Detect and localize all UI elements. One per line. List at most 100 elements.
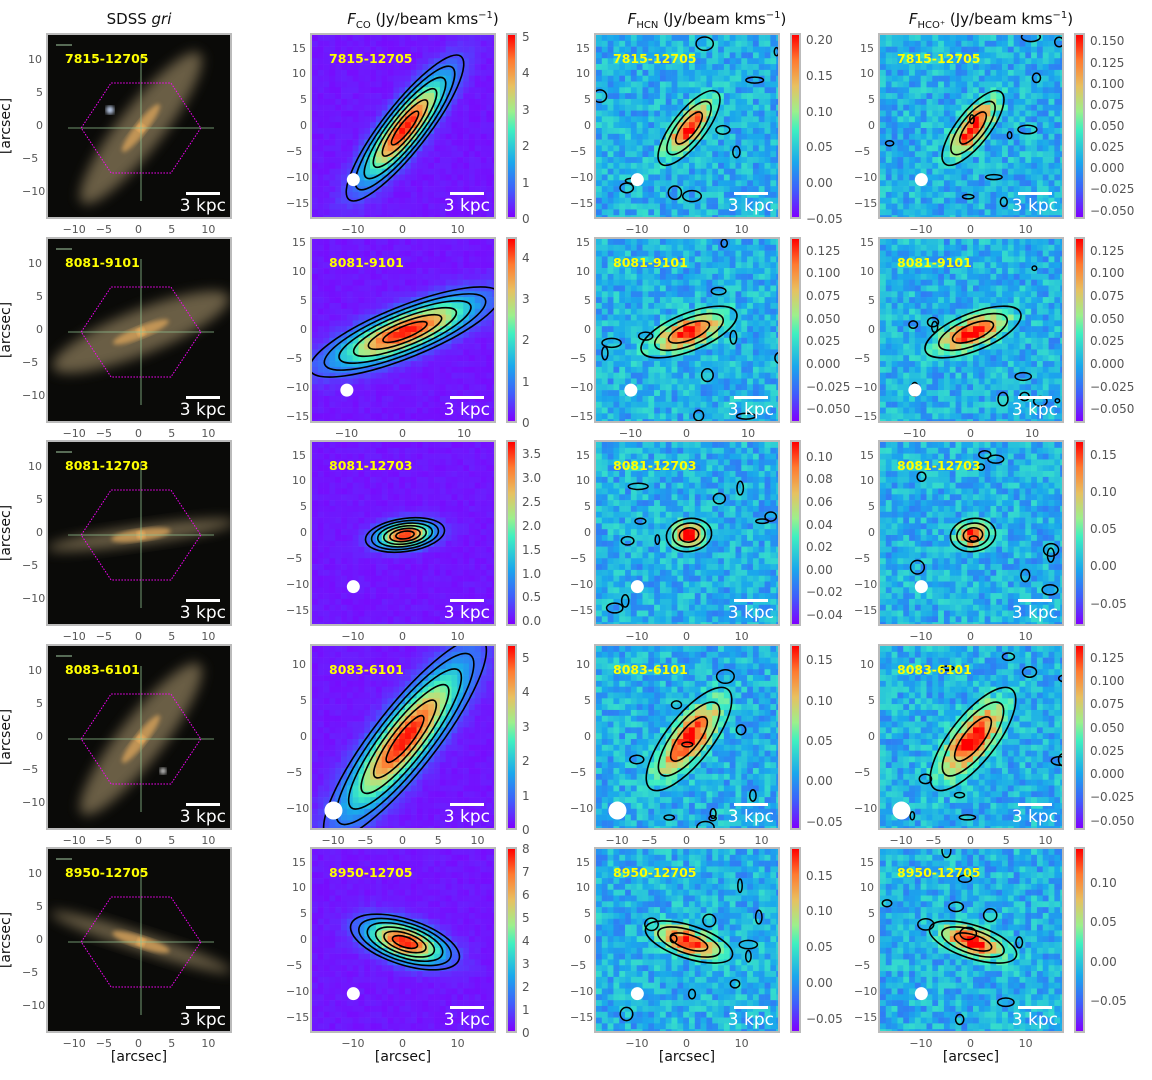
- contours: [941, 89, 1005, 167]
- map-pixel: [1013, 191, 1020, 199]
- map-pixel: [1048, 145, 1055, 152]
- map-pixel: [694, 40, 701, 47]
- map-pixel: [387, 419, 394, 421]
- contour-line: [363, 76, 447, 180]
- map-pixel: [700, 209, 707, 216]
- map-pixel: [405, 320, 412, 327]
- map-pixel: [457, 378, 464, 385]
- map-pixel: [619, 75, 626, 82]
- colorbar-tick-label: 0: [522, 416, 530, 430]
- map-pixel: [492, 250, 494, 257]
- map-pixel: [387, 390, 394, 397]
- map-pixel: [659, 81, 667, 88]
- map-pixel: [601, 244, 608, 251]
- map-pixel: [445, 116, 452, 123]
- map-pixel: [984, 116, 991, 123]
- map-pixel: [486, 320, 493, 327]
- map-pixel: [405, 116, 412, 123]
- map-pixel: [752, 151, 760, 158]
- map-pixel: [346, 349, 353, 356]
- hcop-map-panel: 7815-12705 3 kpc: [878, 33, 1064, 219]
- map-pixel: [399, 239, 406, 246]
- map-pixel: [434, 209, 441, 216]
- map-pixel: [903, 52, 910, 59]
- map-pixel: [457, 186, 464, 193]
- map-pixel: [486, 413, 493, 420]
- map-pixel: [694, 128, 701, 135]
- map-pixel: [920, 215, 927, 217]
- map-pixel: [1019, 203, 1026, 210]
- map-pixel: [341, 291, 348, 298]
- map-pixel: [723, 122, 730, 129]
- map-pixel: [312, 168, 319, 175]
- map-pixel: [880, 75, 887, 82]
- map-pixel: [718, 262, 725, 269]
- map-pixel: [914, 64, 921, 71]
- map-pixel: [706, 349, 713, 356]
- map-pixel: [938, 46, 945, 53]
- map-pixel: [932, 104, 939, 111]
- map-pixel: [439, 366, 446, 373]
- map-pixel: [630, 314, 637, 321]
- map-pixel: [393, 279, 400, 286]
- map-pixel: [984, 191, 991, 199]
- map-pixel: [329, 81, 336, 88]
- map-pixel: [706, 239, 713, 246]
- map-pixel: [474, 273, 481, 280]
- map-pixel: [323, 407, 330, 414]
- map-pixel: [880, 157, 887, 164]
- map-pixel: [451, 110, 458, 117]
- map-pixel: [932, 46, 939, 53]
- map-pixel: [451, 361, 458, 368]
- map-pixel: [329, 203, 336, 210]
- map-pixel: [387, 110, 394, 117]
- map-pixel: [457, 35, 464, 42]
- map-pixel: [486, 122, 493, 129]
- map-pixel: [741, 75, 748, 82]
- map-pixel: [346, 98, 353, 106]
- map-pixel: [428, 174, 435, 181]
- map-pixel: [747, 52, 754, 59]
- map-pixel: [341, 395, 348, 403]
- map-pixel: [492, 343, 494, 350]
- map-pixel: [747, 186, 754, 193]
- map-pixel: [700, 35, 707, 42]
- map-pixel: [364, 191, 371, 199]
- map-pixel: [741, 104, 748, 111]
- map-pixel: [683, 157, 690, 164]
- map-pixel: [451, 64, 458, 71]
- map-pixel: [764, 162, 771, 169]
- map-pixel: [381, 256, 388, 263]
- map-pixel: [665, 366, 672, 373]
- map-pixel: [1002, 98, 1009, 106]
- map-pixel: [636, 419, 643, 421]
- map-pixel: [706, 209, 713, 216]
- map-pixel: [694, 355, 701, 362]
- map-pixel: [978, 58, 985, 65]
- map-pixel: [961, 69, 968, 76]
- map-pixel: [735, 174, 742, 181]
- map-pixel: [323, 308, 330, 315]
- y-tick-label: 5: [300, 93, 307, 107]
- map-pixel: [909, 58, 916, 65]
- map-pixel: [712, 180, 719, 187]
- map-pixel: [630, 343, 637, 350]
- map-pixel: [642, 366, 649, 373]
- map-pixel: [474, 378, 481, 385]
- map-pixel: [677, 355, 684, 362]
- map-pixel: [914, 133, 921, 140]
- map-pixel: [317, 326, 324, 333]
- map-pixel: [387, 128, 394, 135]
- map-pixel: [659, 297, 667, 304]
- contour-line: [1053, 36, 1062, 48]
- map-pixel: [996, 122, 1003, 129]
- map-pixel: [914, 215, 921, 217]
- map-pixel: [405, 401, 412, 408]
- map-pixel: [648, 273, 655, 280]
- map-pixel: [410, 209, 417, 216]
- map-pixel: [468, 390, 476, 397]
- map-pixel: [689, 180, 696, 187]
- map-pixel: [410, 285, 417, 292]
- map-pixel: [352, 268, 359, 275]
- map-pixel: [387, 326, 394, 333]
